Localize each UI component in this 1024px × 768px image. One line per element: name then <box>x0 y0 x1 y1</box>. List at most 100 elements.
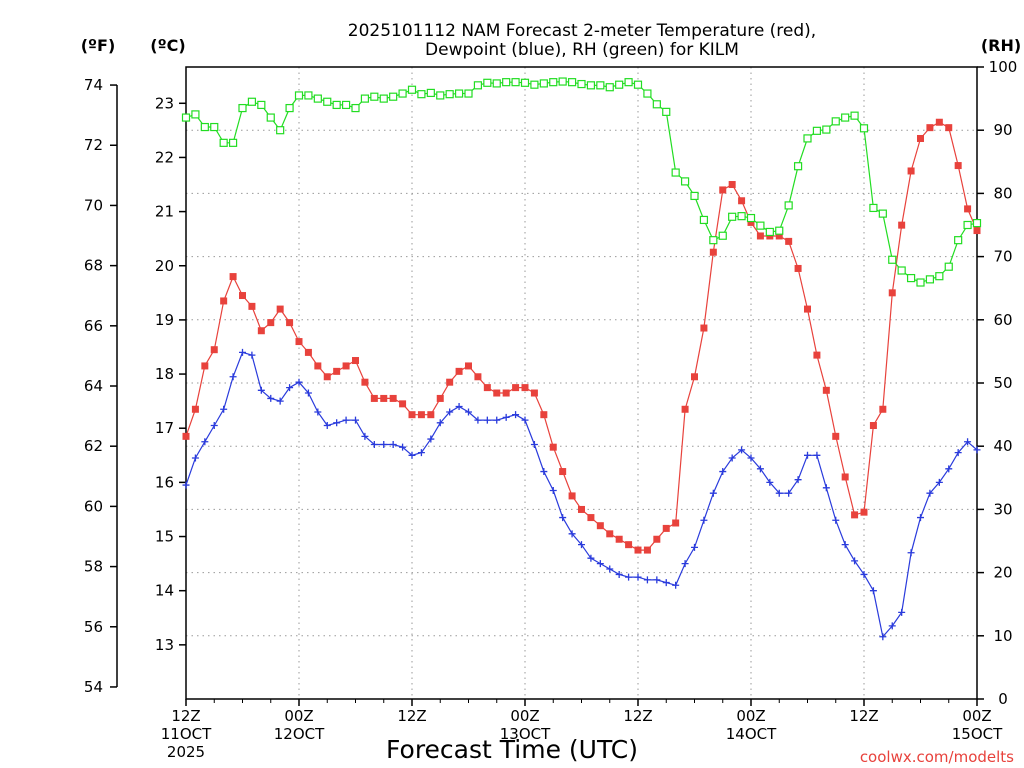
temperature-point <box>907 167 915 175</box>
rh-point <box>784 201 793 210</box>
dewpoint-point <box>917 514 924 522</box>
celsius-tick-label: 13 <box>155 636 174 654</box>
temperature-point <box>399 400 407 408</box>
dewpoint-point <box>370 440 378 448</box>
rh-point <box>615 80 624 89</box>
rh-point <box>822 125 831 134</box>
temperature-point <box>182 432 190 440</box>
x-tick-label: 12Z <box>849 707 878 725</box>
fahrenheit-tick-label: 58 <box>84 558 103 576</box>
x-tick-label: 2025 <box>167 743 205 761</box>
celsius-tick-label: 19 <box>155 311 174 329</box>
dewpoint-point <box>474 416 482 424</box>
dewpoint-point <box>549 487 557 494</box>
temperature-point <box>427 411 435 419</box>
temperature-point <box>201 362 209 370</box>
rh-point <box>210 122 219 132</box>
rh-point <box>925 275 935 284</box>
dewpoint-point <box>625 573 633 581</box>
rh-tick-label: 40 <box>993 437 1012 455</box>
rh-point <box>756 221 765 230</box>
dewpoint-point <box>851 557 859 565</box>
temperature-point <box>860 508 868 516</box>
rh-point <box>539 79 548 88</box>
dewpoint-point <box>709 489 717 497</box>
fahrenheit-tick-label: 64 <box>84 377 103 395</box>
dewpoint-point <box>691 543 698 551</box>
dewpoint-point <box>634 573 642 581</box>
dewpoint-point <box>436 419 444 427</box>
temperature-point <box>417 411 425 419</box>
rh-point <box>238 103 247 113</box>
dewpoint-point <box>832 516 840 524</box>
temperature-point <box>455 367 463 375</box>
dewpoint-point <box>257 386 265 394</box>
temperature-point <box>568 492 576 500</box>
dewpoint-point <box>568 530 576 538</box>
rh-point <box>850 111 859 120</box>
temperature-point <box>512 384 520 392</box>
rh-point <box>803 134 812 143</box>
rh-point <box>841 113 850 122</box>
temperature-point <box>474 373 482 381</box>
dewpoint-point <box>785 489 793 497</box>
rh-tick-label: 10 <box>993 627 1012 645</box>
fahrenheit-tick-label: 68 <box>84 257 103 275</box>
fahrenheit-axis: 54 56 58 60 62 64 66 68 70 72 74 <box>84 76 118 696</box>
rh-point <box>266 113 275 122</box>
dewpoint-point <box>201 438 209 446</box>
rh-point <box>549 78 558 87</box>
rh-series <box>181 77 982 287</box>
dewpoint-point <box>559 514 567 522</box>
dewpoint-point <box>352 416 359 424</box>
rh-tick-label: 0 <box>998 690 1008 708</box>
temperature-point <box>888 289 896 297</box>
rh-point <box>181 113 191 122</box>
x-tick-label: 12Z <box>623 707 652 725</box>
rh-tick-label: 100 <box>989 58 1018 76</box>
rh-point <box>285 103 294 113</box>
temperature-point <box>841 473 849 481</box>
x-tick-label: 12Z <box>171 707 200 725</box>
rh-tick-label: 90 <box>993 121 1012 139</box>
rh-point <box>775 226 784 235</box>
temperature-point <box>747 218 755 226</box>
celsius-tick-label: 17 <box>155 419 174 437</box>
rh-point <box>502 78 511 87</box>
rh-point <box>341 100 351 110</box>
dewpoint-point <box>267 394 275 402</box>
temperature-point <box>257 327 265 335</box>
rh-point <box>897 266 906 275</box>
temperature-point <box>851 511 859 519</box>
fahrenheit-tick-label: 74 <box>84 76 103 94</box>
temperature-point <box>964 205 972 213</box>
rh-point <box>257 100 266 110</box>
temperature-point <box>521 384 529 392</box>
temperature-point <box>954 162 962 170</box>
dewpoint-point <box>794 476 802 484</box>
x-tick-label: 00Z <box>284 707 313 725</box>
temperature-point <box>530 389 538 397</box>
fahrenheit-tick-label: 62 <box>84 437 103 455</box>
rh-unit-label: (RH) <box>981 36 1021 55</box>
temperature-point <box>295 338 303 346</box>
rh-point <box>436 91 445 100</box>
temperature-point <box>672 519 680 527</box>
dewpoint-point <box>389 440 397 448</box>
dewpoint-point <box>879 633 887 641</box>
rh-tick-label: 70 <box>993 248 1012 266</box>
temperature-point <box>596 522 604 530</box>
rh-point <box>859 124 869 133</box>
rh-point <box>728 212 737 221</box>
rh-point <box>247 97 257 106</box>
dewpoint-point <box>738 446 746 454</box>
fahrenheit-tick-label: 66 <box>84 317 103 335</box>
temperature-point <box>502 389 510 397</box>
dewpoint-point <box>304 389 312 397</box>
dewpoint-point <box>239 348 246 356</box>
temperature-point <box>191 405 199 413</box>
temperature-point <box>728 181 736 189</box>
dewpoint-point <box>314 408 322 416</box>
dewpoint-point <box>399 443 407 451</box>
x-tick-label: 14OCT <box>726 725 777 743</box>
